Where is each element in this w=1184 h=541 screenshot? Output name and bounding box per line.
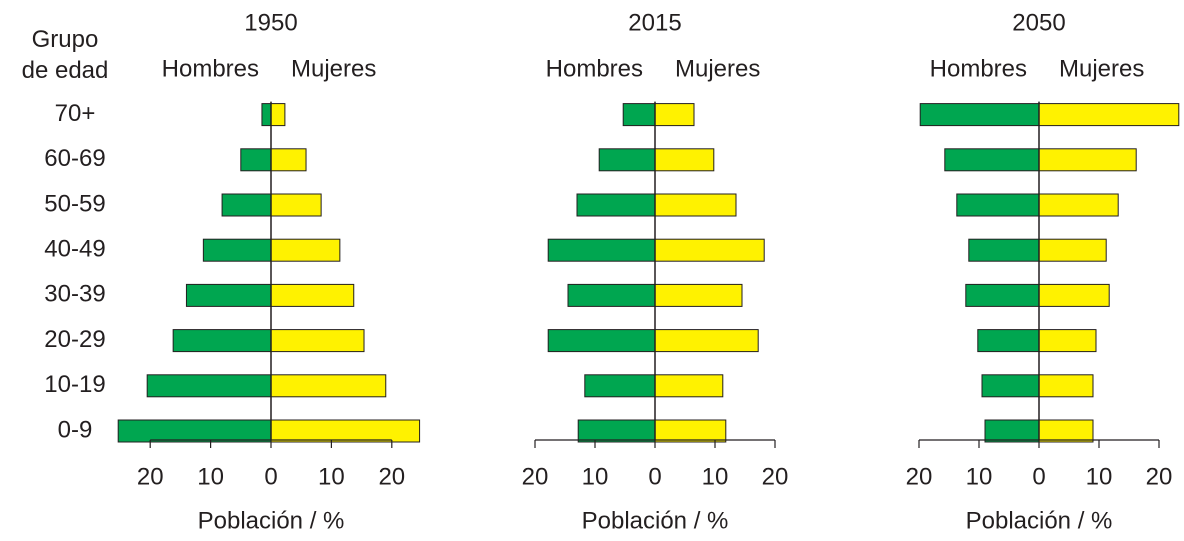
- bar: [1038, 329, 1097, 353]
- bar: [1038, 193, 1119, 217]
- chart-title: 1950: [244, 9, 297, 36]
- bar: [270, 193, 322, 217]
- x-tick-label: 20: [762, 463, 789, 490]
- bar: [567, 283, 656, 307]
- bar: [1038, 283, 1110, 307]
- legend-label: Hombres: [162, 55, 259, 82]
- bar: [654, 283, 743, 307]
- x-tick-label: 10: [1086, 463, 1113, 490]
- bar: [654, 238, 765, 262]
- x-axis-label: Población / %: [582, 507, 729, 534]
- bar: [654, 103, 695, 127]
- bar: [270, 238, 341, 262]
- x-tick-label: 10: [702, 463, 729, 490]
- bar: [117, 419, 272, 443]
- bar: [654, 419, 727, 443]
- x-tick-label: 20: [522, 463, 549, 490]
- legend-label: Mujeres: [291, 55, 376, 82]
- bar: [968, 238, 1040, 262]
- bar: [185, 283, 272, 307]
- bar: [1038, 103, 1180, 127]
- x-tick-label: 0: [1032, 463, 1045, 490]
- y-tick-label: 70+: [55, 100, 96, 127]
- bar: [956, 193, 1040, 217]
- x-axis-label: Población / %: [966, 507, 1113, 534]
- y-tick-label: 20-29: [44, 326, 105, 353]
- bar: [146, 374, 272, 398]
- x-tick-label: 20: [137, 463, 164, 490]
- legend-label: Mujeres: [675, 55, 760, 82]
- x-tick-label: 20: [1146, 463, 1173, 490]
- bar: [654, 329, 759, 353]
- bar: [270, 329, 365, 353]
- bar: [1038, 238, 1107, 262]
- bar: [622, 103, 656, 127]
- bar: [240, 148, 272, 172]
- x-tick-label: 10: [582, 463, 609, 490]
- y-tick-label: 30-39: [44, 281, 105, 308]
- x-axis-label: Población / %: [198, 507, 345, 534]
- bar: [270, 419, 421, 443]
- bar: [221, 193, 272, 217]
- bar: [270, 283, 355, 307]
- bar: [576, 193, 656, 217]
- chart-title: 2015: [628, 9, 681, 36]
- bar: [270, 148, 307, 172]
- x-tick-label: 20: [906, 463, 933, 490]
- bar: [547, 329, 656, 353]
- y-tick-label: 60-69: [44, 145, 105, 172]
- x-tick-label: 0: [264, 463, 277, 490]
- bar: [654, 148, 715, 172]
- bar: [172, 329, 272, 353]
- y-tick-label: 40-49: [44, 236, 105, 263]
- bar: [984, 419, 1040, 443]
- bar: [1038, 374, 1094, 398]
- bar: [261, 103, 272, 127]
- bar: [654, 374, 724, 398]
- x-tick-label: 10: [197, 463, 224, 490]
- chart-title: 2050: [1012, 9, 1065, 36]
- legend-label: Mujeres: [1059, 55, 1144, 82]
- legend-label: Hombres: [930, 55, 1027, 82]
- y-tick-label: 10-19: [44, 371, 105, 398]
- bar: [584, 374, 656, 398]
- bar: [598, 148, 656, 172]
- bar: [1038, 419, 1094, 443]
- x-tick-label: 10: [318, 463, 345, 490]
- x-tick-label: 20: [378, 463, 405, 490]
- bar: [547, 238, 656, 262]
- bar: [944, 148, 1040, 172]
- y-tick-label: 50-59: [44, 190, 105, 217]
- bar: [977, 329, 1040, 353]
- legend-label: Hombres: [546, 55, 643, 82]
- bar: [1038, 148, 1137, 172]
- bar: [654, 193, 737, 217]
- bar: [965, 283, 1040, 307]
- bar: [981, 374, 1040, 398]
- x-tick-label: 10: [966, 463, 993, 490]
- x-tick-label: 0: [648, 463, 661, 490]
- y-axis-label: Grupo de edad: [21, 26, 109, 84]
- bar: [270, 103, 286, 127]
- bar: [919, 103, 1040, 127]
- bar: [202, 238, 272, 262]
- y-tick-label: 0-9: [58, 416, 93, 443]
- bar: [270, 374, 387, 398]
- bar: [577, 419, 656, 443]
